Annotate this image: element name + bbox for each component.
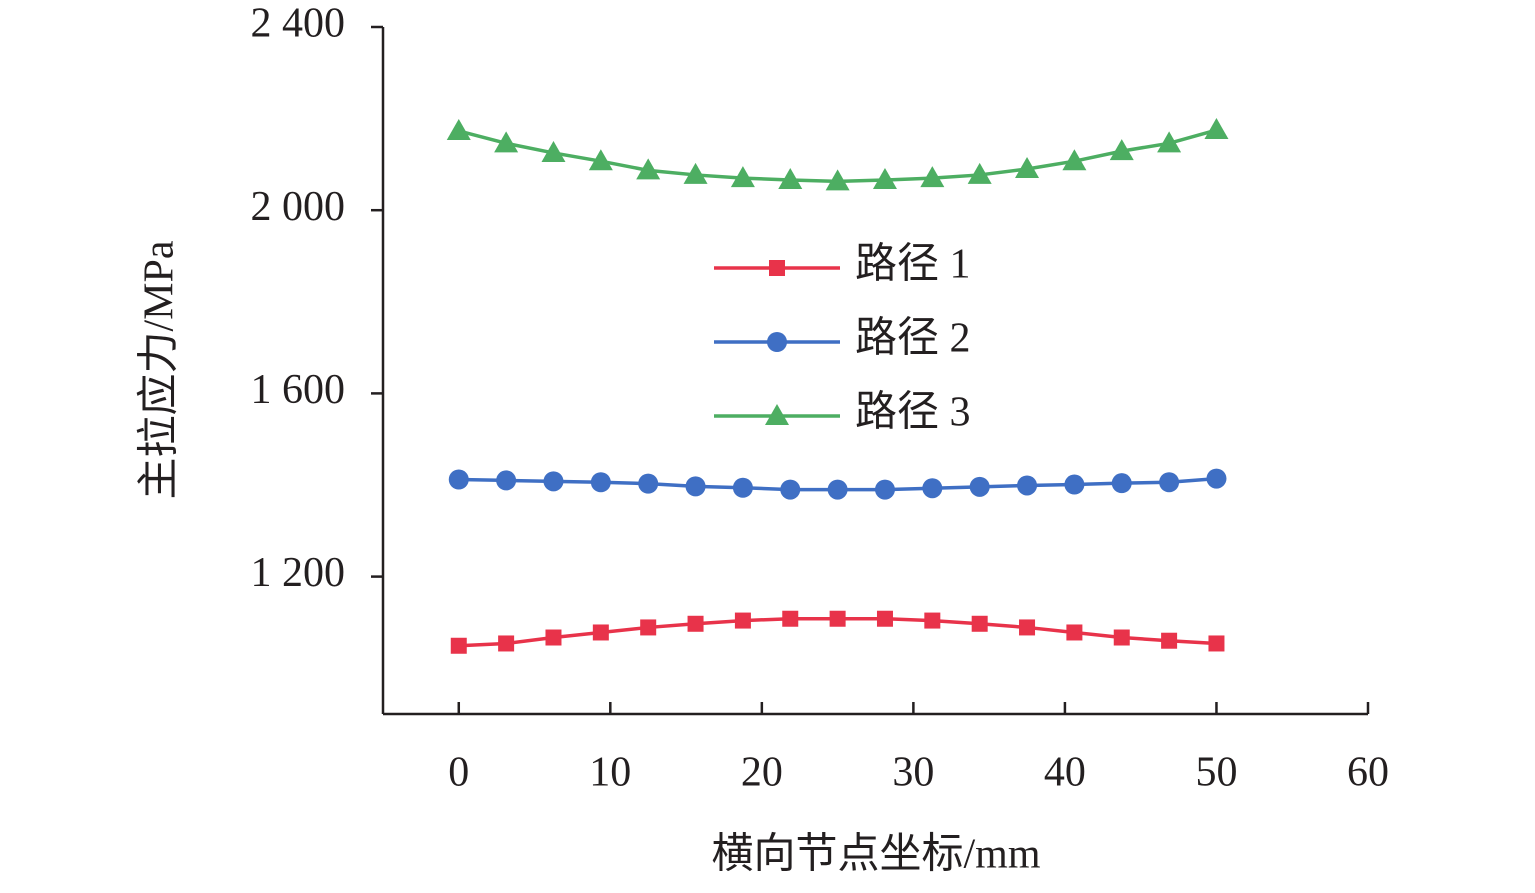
- marker: [874, 479, 895, 500]
- marker: [541, 140, 566, 162]
- legend-marker: [769, 260, 785, 276]
- marker: [920, 166, 945, 188]
- marker: [778, 167, 803, 189]
- marker: [687, 615, 704, 632]
- legend-label: 路径 2: [855, 316, 971, 362]
- marker: [872, 167, 897, 189]
- marker: [1159, 472, 1180, 493]
- marker: [1111, 473, 1132, 494]
- marker: [732, 477, 753, 498]
- legend-marker: [765, 404, 789, 425]
- marker: [967, 162, 992, 184]
- y-tick-label: 2 000: [251, 184, 346, 230]
- marker: [592, 624, 609, 641]
- marker: [498, 635, 515, 652]
- marker: [588, 149, 613, 171]
- marker: [446, 118, 471, 140]
- marker: [827, 479, 848, 500]
- marker: [734, 612, 751, 629]
- x-tick-label: 50: [1195, 750, 1237, 796]
- marker: [545, 629, 562, 646]
- y-tick-label: 1 600: [251, 367, 346, 413]
- marker: [825, 169, 850, 191]
- marker: [1064, 474, 1085, 495]
- marker: [636, 158, 661, 180]
- marker: [969, 476, 990, 497]
- marker: [494, 131, 519, 153]
- x-tick-label: 10: [589, 750, 631, 796]
- legend-label: 路径 3: [855, 390, 971, 436]
- marker: [876, 610, 893, 627]
- marker: [1019, 619, 1036, 636]
- marker: [1161, 632, 1178, 649]
- marker: [1113, 629, 1130, 646]
- marker: [450, 637, 467, 654]
- marker: [922, 478, 943, 499]
- y-axis-label: 主拉应力/MPa: [136, 240, 183, 499]
- x-axis-label: 横向节点坐标/mm: [711, 832, 1040, 878]
- marker: [1062, 149, 1087, 171]
- marker: [543, 471, 564, 492]
- marker: [683, 162, 708, 184]
- marker: [638, 473, 659, 494]
- x-tick-label: 0: [448, 750, 469, 796]
- marker: [782, 610, 799, 627]
- marker: [685, 476, 706, 497]
- marker: [640, 619, 657, 636]
- y-tick-label: 2 400: [251, 1, 346, 47]
- marker: [829, 610, 846, 627]
- x-tick-label: 60: [1347, 750, 1389, 796]
- marker: [1206, 468, 1227, 489]
- marker: [1109, 139, 1134, 161]
- marker: [1017, 475, 1038, 496]
- x-tick-label: 30: [892, 750, 934, 796]
- legend-label: 路径 1: [855, 242, 971, 288]
- marker: [1208, 635, 1225, 652]
- marker: [1204, 118, 1229, 140]
- marker: [496, 470, 517, 491]
- marker: [971, 615, 988, 632]
- marker: [730, 166, 755, 188]
- legend-marker: [767, 332, 787, 352]
- marker: [1157, 131, 1182, 153]
- x-tick-label: 20: [741, 750, 783, 796]
- marker: [1066, 624, 1083, 641]
- x-tick-label: 40: [1044, 750, 1086, 796]
- marker: [590, 472, 611, 493]
- marker: [448, 469, 469, 490]
- marker: [780, 479, 801, 500]
- y-tick-label: 1 200: [251, 550, 346, 596]
- marker: [924, 612, 941, 629]
- marker: [1015, 156, 1040, 178]
